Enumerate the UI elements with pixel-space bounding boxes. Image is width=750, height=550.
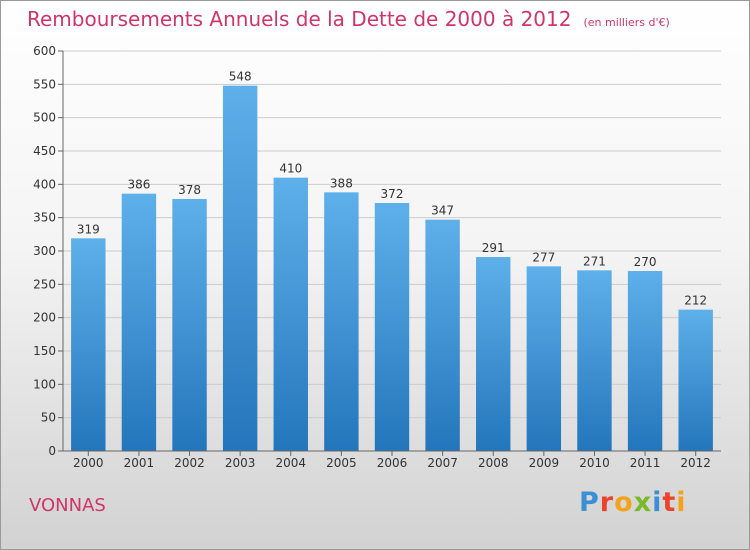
x-tick-label: 2004 [275,456,306,470]
y-tick-label: 300 [33,244,56,258]
x-tick-label: 2001 [124,456,155,470]
logo-letter: i [676,487,687,518]
logo-letter: P [579,487,600,518]
y-tick-label: 250 [33,277,56,291]
bar [374,203,410,451]
x-tick-label: 2008 [478,456,509,470]
y-tick-label: 0 [48,444,56,458]
bar-value-label: 212 [684,294,707,308]
labels: 0 50 100 150 200 250 300 350 400 450 500 550 600 319 2… [33,44,711,470]
x-tick-label: 2012 [680,456,711,470]
bar-value-label: 388 [330,176,353,190]
x-tick-label: 2002 [174,456,205,470]
x-tick-label: 2007 [427,456,458,470]
bar-value-label: 319 [77,222,100,236]
y-tick-label: 200 [33,311,56,325]
bar [273,177,308,451]
bar-value-label: 386 [127,178,150,192]
y-tick-label: 600 [33,44,56,58]
town-name: VONNAS [29,495,106,516]
bar [476,257,511,451]
bar-value-label: 347 [431,204,454,218]
logo-letter: x [633,487,653,518]
x-tick-label: 2009 [529,456,560,470]
y-tick-label: 450 [33,144,56,158]
y-tick-label: 400 [33,177,56,191]
y-tick-label: 50 [41,411,56,425]
bar [324,192,359,452]
bar [121,193,157,451]
y-tick-label: 100 [33,377,56,391]
x-tick-label: 2010 [579,456,610,470]
x-tick-label: 2000 [73,456,104,470]
logo-letter: o [614,487,634,518]
bar [627,271,663,451]
x-tick-label: 2006 [377,456,408,470]
bar [577,270,612,451]
bar [526,266,562,451]
chart-subtitle: (en milliers d'€) [583,16,670,29]
bar [222,85,258,452]
bars [71,85,713,452]
bar-value-label: 270 [634,255,657,269]
x-tick-label: 2011 [630,456,661,470]
bar [425,219,460,451]
bar [172,199,207,451]
bar [71,238,106,451]
axes [58,50,721,456]
chart-title-text: Remboursements Annuels de la Dette de 20… [27,7,572,31]
bar-value-label: 372 [381,187,404,201]
bar-value-label: 378 [178,183,201,197]
y-tick-label: 350 [33,211,56,225]
bar-value-label: 410 [279,162,302,176]
bar-value-label: 277 [532,250,555,264]
proxiti-logo: Proxiti [579,487,687,518]
logo-letter: r [599,487,615,518]
bar-value-label: 548 [229,70,252,84]
bar [678,309,713,451]
chart-title: Remboursements Annuels de la Dette de 20… [27,7,670,31]
logo-letter: t [662,487,677,518]
y-tick-label: 550 [33,77,56,91]
x-tick-label: 2003 [225,456,256,470]
bar-value-label: 291 [482,241,505,255]
y-tick-label: 500 [33,111,56,125]
x-tick-label: 2005 [326,456,357,470]
logo-letter: i [652,487,663,518]
bar-value-label: 271 [583,254,606,268]
y-tick-label: 150 [33,344,56,358]
